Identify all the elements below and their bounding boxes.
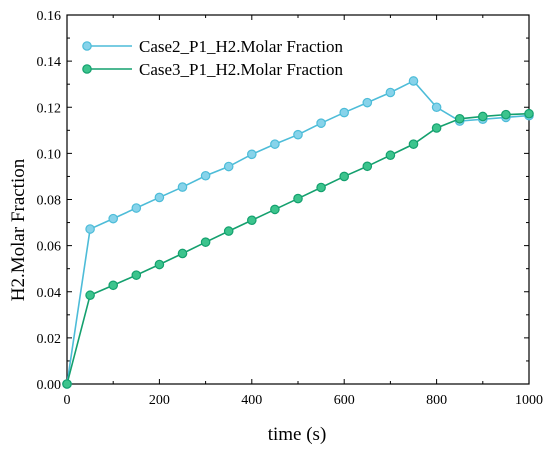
data-point [362,97,373,108]
x-tick-label: 800 [426,393,447,408]
y-tick-label: 0.08 [37,194,62,209]
data-point [385,150,396,161]
y-tick-label: 0.06 [37,240,62,255]
x-tick-label: 600 [334,393,355,408]
data-point [477,111,488,122]
data-point [293,193,303,204]
y-tick-label: 0.04 [37,286,62,301]
data-point [154,259,165,270]
series-2 [62,108,534,389]
data-point [270,139,280,149]
data-point [524,108,534,119]
data-point [339,171,349,182]
data-point [85,290,95,301]
series-layer [62,76,534,389]
x-tick-label: 0 [64,393,71,408]
y-tick-label: 0.14 [37,55,62,70]
x-tick-label: 400 [241,393,262,408]
x-axis-ticks: 0 200 400 600 800 1000 [64,15,543,408]
data-point [408,139,419,149]
legend-label: Case2_P1_H2.Molar Fraction [139,37,343,56]
data-point [501,109,511,120]
data-point [177,182,188,192]
y-axis-ticks: 0.00 0.02 0.04 0.06 0.08 0.10 0.12 0.14 0.16 [37,9,529,393]
data-point [270,204,280,215]
data-point [223,226,234,236]
x-axis-title: time (s) [268,424,327,445]
legend-item-1: Case2_P1_H2.Molar Fraction [82,37,343,56]
data-point [223,161,234,172]
data-point [431,102,442,113]
data-point [85,224,95,234]
data-point [177,248,188,259]
data-point [62,379,72,389]
legend-item-2: Case3_P1_H2.Molar Fraction [82,60,343,79]
data-point [316,182,326,193]
data-point [362,161,373,172]
data-point [108,213,118,224]
data-point [154,192,165,203]
data-point [385,87,396,98]
legend-marker [82,41,92,51]
data-point [293,129,303,140]
data-point [339,107,349,118]
data-point [200,237,211,247]
y-tick-label: 0.12 [37,101,62,116]
legend-marker [82,64,92,74]
data-point [408,76,419,86]
data-point [247,215,257,226]
series-1 [62,76,534,389]
series-line [66,112,530,385]
y-axis-title: H2.Molar Fraction [8,158,29,301]
data-point [316,118,326,128]
data-point [247,149,257,160]
x-tick-label: 1000 [515,393,543,408]
y-tick-label: 0.10 [37,147,62,162]
data-point [108,280,118,291]
legend: Case2_P1_H2.Molar Fraction Case3_P1_H2.Mo… [82,37,343,79]
y-tick-label: 0.02 [37,332,62,347]
y-tick-label: 0.00 [37,378,62,393]
data-point [454,113,465,124]
data-point [200,170,211,181]
data-point [431,123,442,133]
data-point [131,270,142,280]
legend-label: Case3_P1_H2.Molar Fraction [139,60,343,79]
x-tick-label: 200 [149,393,170,408]
y-tick-label: 0.16 [37,9,62,24]
series-line [66,79,530,385]
data-point [131,203,142,213]
